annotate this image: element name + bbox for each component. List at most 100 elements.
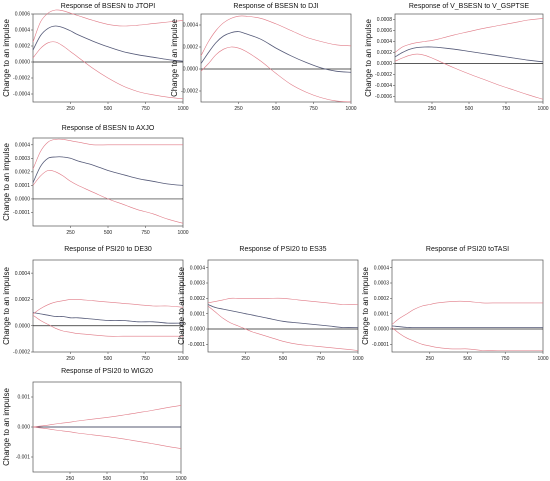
confidence-band-lower: [200, 46, 352, 103]
chart-title: Response of BSESN to DJI: [233, 3, 318, 10]
x-tick-label: 500: [465, 106, 474, 112]
y-tick-label: 0.0001: [15, 183, 31, 189]
x-tick-label: 1000: [537, 106, 548, 112]
y-tick-label: -0.0002: [375, 72, 392, 78]
y-tick-label: -0.0002: [13, 350, 30, 356]
x-tick-label: 500: [463, 356, 472, 362]
y-tick-label: 0.0002: [15, 170, 31, 176]
chart-title: Response of PSI20 to ES35: [239, 246, 326, 253]
impulse-response-line: [32, 312, 184, 324]
plot-frame: [391, 259, 544, 353]
chart-panel-8: Response of PSI20 to WIG20 -0.001 0.000 0.0…: [2, 368, 187, 481]
impulse-response-line: [32, 156, 184, 186]
y-tick-label: -0.0001: [13, 210, 30, 216]
plot-frame: [32, 13, 184, 103]
x-tick-label: 250: [66, 476, 75, 481]
impulse-response-line: [200, 31, 352, 73]
y-tick-label: 0.0008: [377, 17, 393, 23]
confidence-band-upper: [391, 300, 543, 325]
plot-frame: [200, 13, 352, 103]
y-tick-label: 0.0004: [374, 265, 390, 271]
confidence-band-upper: [32, 138, 183, 170]
x-tick-label: 250: [428, 106, 437, 112]
y-tick-label: -0.0004: [375, 83, 392, 89]
confidence-band-lower: [32, 426, 182, 449]
confidence-band-upper: [200, 15, 352, 56]
y-tick-label: 0.0004: [377, 39, 393, 45]
y-tick-label: -0.0004: [13, 92, 30, 98]
chart-panel-6: Response of PSI20 to ES35 -0.0001 0.0000 0.…: [177, 246, 364, 362]
y-tick-label: -0.0001: [372, 342, 389, 348]
x-tick-label: 1000: [537, 356, 548, 362]
y-tick-label: 0.0003: [374, 281, 390, 287]
x-tick-label: 250: [66, 356, 75, 362]
x-tick-label: 500: [104, 106, 113, 112]
y-tick-label: 0.0004: [190, 265, 206, 271]
confidence-band-lower: [32, 169, 184, 224]
y-tick-label: 0.0002: [15, 44, 31, 50]
impulse-response-line: [394, 46, 544, 63]
x-tick-label: 1000: [177, 106, 188, 112]
y-tick-label: 0.0003: [15, 156, 31, 162]
y-tick-label: 0.0002: [190, 296, 206, 302]
chart-panel-1: Response of BSESN to JTOPI -0.0004 -0.0002…: [2, 3, 189, 112]
y-tick-label: -0.0001: [188, 342, 205, 348]
y-tick-label: 0.0000: [183, 67, 199, 73]
plot-frame: [207, 259, 359, 353]
x-tick-label: 500: [104, 230, 113, 236]
confidence-band-lower: [32, 41, 184, 100]
confidence-band-upper: [207, 297, 359, 305]
x-tick-label: 750: [501, 356, 510, 362]
y-axis-label: Change to an impulse: [361, 267, 370, 345]
x-tick-label: 500: [279, 356, 288, 362]
x-tick-label: 1000: [345, 106, 356, 112]
chart-panel-2: Response of BSESN to DJI -0.0002 0.0000 0.0…: [170, 3, 357, 112]
y-axis-label: Change to an impulse: [177, 267, 186, 345]
y-tick-label: 0.0006: [377, 28, 393, 34]
confidence-band-upper: [394, 18, 544, 53]
chart-panel-3: Response of V_BSESN to V_GSPTSE -0.0006 -0…: [364, 3, 549, 112]
y-tick-label: 0.0000: [15, 60, 31, 66]
impulse-response-line: [32, 25, 184, 62]
confidence-band-lower: [207, 305, 359, 351]
x-tick-label: 750: [309, 106, 318, 112]
y-axis-label: Change to an impulse: [2, 267, 11, 345]
y-tick-label: 0.0004: [15, 28, 31, 34]
x-tick-label: 750: [316, 356, 325, 362]
y-axis-label: Change to an impulse: [170, 19, 179, 97]
x-tick-label: 500: [103, 476, 112, 481]
impulse-response-line: [207, 304, 359, 328]
confidence-band-lower: [391, 327, 543, 351]
y-tick-label: 0.0002: [377, 50, 393, 56]
y-axis-label: Change to an impulse: [2, 19, 11, 97]
chart-title: Response of V_BSESN to V_GSPTSE: [409, 3, 530, 10]
y-tick-label: 0.0004: [183, 23, 199, 29]
x-tick-label: 250: [66, 106, 75, 112]
x-tick-label: 1000: [352, 356, 363, 362]
y-tick-label: 0.0000: [15, 197, 31, 203]
confidence-band-lower: [32, 314, 183, 337]
y-tick-label: -0.001: [16, 455, 30, 461]
y-tick-label: 0.0001: [374, 311, 390, 317]
y-tick-label: 0.0003: [190, 281, 206, 287]
y-tick-label: 0.0004: [15, 142, 31, 148]
x-tick-label: 250: [234, 106, 243, 112]
chart-panel-4: Response of BSESN to AXJO -0.0001 0.0000 0.…: [2, 125, 189, 236]
x-tick-label: 750: [140, 476, 149, 481]
chart-title: Response of PSI20 toTASI: [426, 246, 509, 253]
chart-title: Response of BSESN to JTOPI: [61, 3, 155, 10]
x-tick-label: 1000: [177, 356, 188, 362]
x-tick-label: 1000: [175, 476, 186, 481]
confidence-band-upper: [32, 298, 184, 315]
y-tick-label: 0.001: [17, 395, 30, 401]
confidence-band-lower: [394, 53, 544, 100]
y-tick-label: 0.0000: [15, 323, 31, 329]
x-tick-label: 500: [272, 106, 281, 112]
y-tick-label: 0.0000: [190, 327, 206, 333]
y-tick-label: 0.0006: [15, 12, 31, 18]
y-tick-label: 0.0002: [15, 297, 31, 303]
chart-title: Response of BSESN to AXJO: [62, 125, 155, 132]
x-tick-label: 500: [104, 356, 113, 362]
y-tick-label: -0.0002: [181, 89, 198, 95]
